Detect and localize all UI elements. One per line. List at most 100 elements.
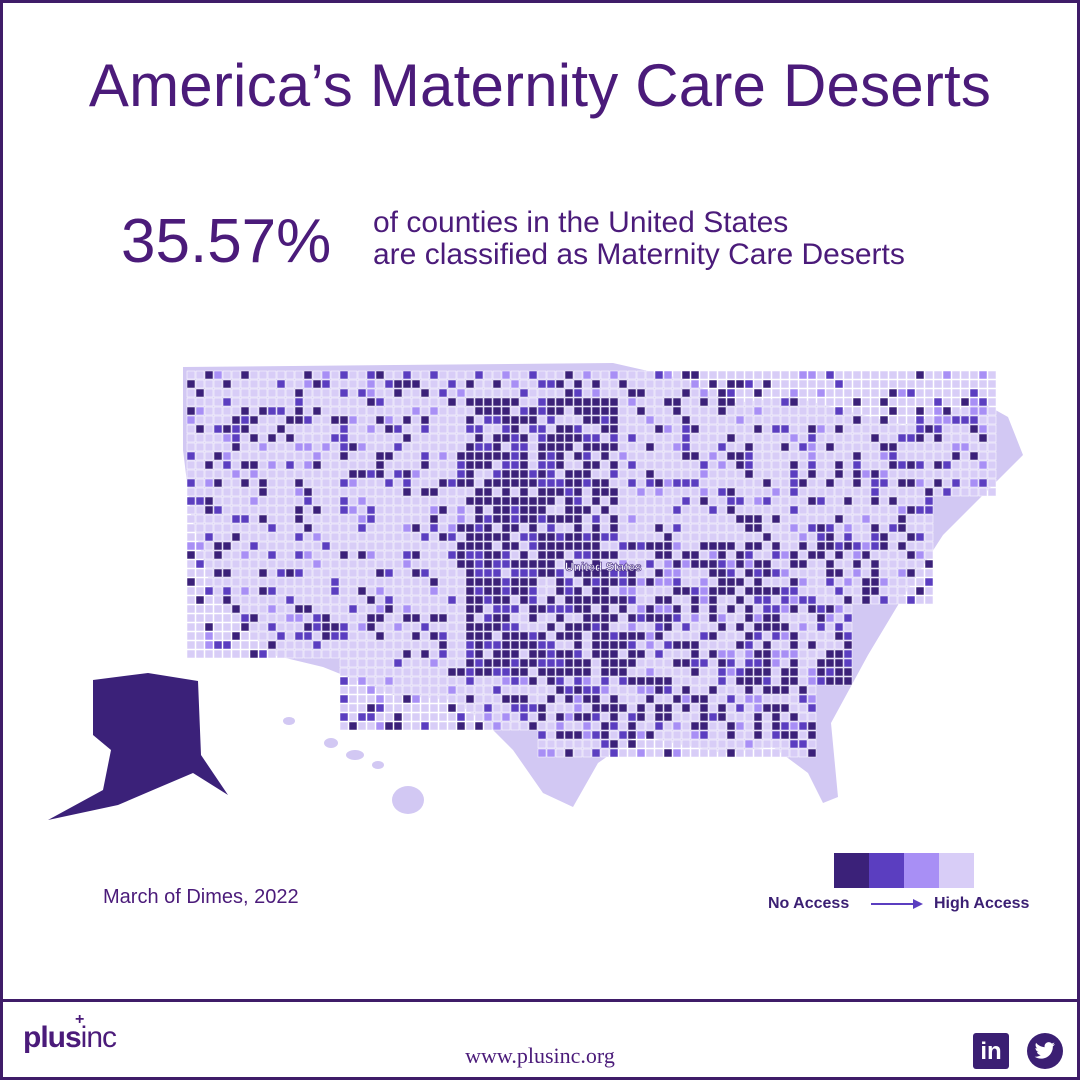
county-tile bbox=[744, 649, 754, 659]
county-tile bbox=[465, 568, 475, 578]
county-tile bbox=[852, 469, 862, 479]
county-tile bbox=[672, 586, 682, 596]
county-tile bbox=[762, 613, 772, 623]
county-tile bbox=[582, 694, 592, 704]
county-tile bbox=[186, 460, 196, 470]
county-tile bbox=[924, 415, 934, 425]
county-tile bbox=[726, 604, 736, 614]
county-tile bbox=[276, 460, 286, 470]
county-tile bbox=[771, 667, 781, 677]
county-tile bbox=[636, 676, 646, 686]
county-tile bbox=[348, 460, 358, 470]
county-tile bbox=[609, 514, 619, 524]
county-tile bbox=[798, 721, 808, 731]
county-tile bbox=[645, 433, 655, 443]
county-tile bbox=[654, 388, 664, 398]
county-tile bbox=[609, 415, 619, 425]
county-tile bbox=[519, 568, 529, 578]
county-tile bbox=[600, 748, 610, 758]
county-tile bbox=[690, 514, 700, 524]
county-tile bbox=[969, 469, 979, 479]
county-tile bbox=[501, 613, 511, 623]
stat-line-1: of counties in the United States bbox=[373, 206, 789, 239]
county-tile bbox=[231, 613, 241, 623]
county-tile bbox=[609, 406, 619, 416]
county-tile bbox=[807, 622, 817, 632]
county-tile bbox=[600, 541, 610, 551]
county-tile bbox=[195, 631, 205, 641]
county-tile bbox=[411, 406, 421, 416]
county-tile bbox=[564, 541, 574, 551]
county-tile bbox=[195, 649, 205, 659]
county-tile bbox=[582, 505, 592, 515]
county-tile bbox=[312, 640, 322, 650]
county-tile bbox=[564, 577, 574, 587]
county-tile bbox=[438, 595, 448, 605]
county-tile bbox=[717, 568, 727, 578]
county-tile bbox=[447, 586, 457, 596]
county-tile bbox=[312, 523, 322, 533]
county-tile bbox=[348, 703, 358, 713]
county-tile bbox=[627, 505, 637, 515]
county-tile bbox=[951, 442, 961, 452]
county-tile bbox=[348, 640, 358, 650]
county-tile bbox=[510, 451, 520, 461]
county-tile bbox=[303, 478, 313, 488]
county-tile bbox=[195, 586, 205, 596]
county-tile bbox=[357, 478, 367, 488]
county-tile bbox=[456, 559, 466, 569]
county-tile bbox=[627, 658, 637, 668]
county-tile bbox=[195, 559, 205, 569]
county-tile bbox=[627, 370, 637, 380]
county-tile bbox=[258, 541, 268, 551]
county-tile bbox=[312, 604, 322, 614]
county-tile bbox=[501, 541, 511, 551]
county-tile bbox=[438, 577, 448, 587]
county-tile bbox=[879, 370, 889, 380]
county-tile bbox=[825, 658, 835, 668]
county-tile bbox=[564, 586, 574, 596]
county-tile bbox=[339, 667, 349, 677]
county-tile bbox=[681, 532, 691, 542]
county-tile bbox=[186, 370, 196, 380]
county-tile bbox=[519, 469, 529, 479]
county-tile bbox=[249, 478, 259, 488]
county-tile bbox=[753, 649, 763, 659]
county-tile bbox=[240, 568, 250, 578]
county-tile bbox=[870, 505, 880, 515]
county-tile bbox=[348, 505, 358, 515]
county-tile bbox=[492, 397, 502, 407]
county-tile bbox=[402, 523, 412, 533]
county-tile bbox=[600, 514, 610, 524]
county-tile bbox=[825, 622, 835, 632]
county-tile bbox=[735, 640, 745, 650]
county-tile bbox=[879, 496, 889, 506]
county-tile bbox=[852, 595, 862, 605]
website-link[interactable]: www.plusinc.org bbox=[465, 1043, 615, 1068]
county-tile bbox=[465, 604, 475, 614]
county-tile bbox=[789, 577, 799, 587]
county-tile bbox=[231, 397, 241, 407]
county-tile bbox=[357, 676, 367, 686]
linkedin-icon[interactable]: in bbox=[973, 1033, 1009, 1069]
county-tile bbox=[213, 649, 223, 659]
county-tile bbox=[321, 379, 331, 389]
county-tile bbox=[663, 748, 673, 758]
county-tile bbox=[753, 550, 763, 560]
county-tile bbox=[555, 640, 565, 650]
county-tile bbox=[798, 514, 808, 524]
county-tile bbox=[195, 595, 205, 605]
county-tile bbox=[285, 469, 295, 479]
county-tile bbox=[528, 388, 538, 398]
county-tile bbox=[726, 424, 736, 434]
county-tile bbox=[402, 532, 412, 542]
county-tile bbox=[735, 406, 745, 416]
county-tile bbox=[249, 487, 259, 497]
county-tile bbox=[231, 523, 241, 533]
county-tile bbox=[492, 667, 502, 677]
county-tile bbox=[807, 469, 817, 479]
county-tile bbox=[456, 667, 466, 677]
county-tile bbox=[645, 415, 655, 425]
county-tile bbox=[690, 748, 700, 758]
twitter-icon[interactable] bbox=[1027, 1033, 1063, 1069]
